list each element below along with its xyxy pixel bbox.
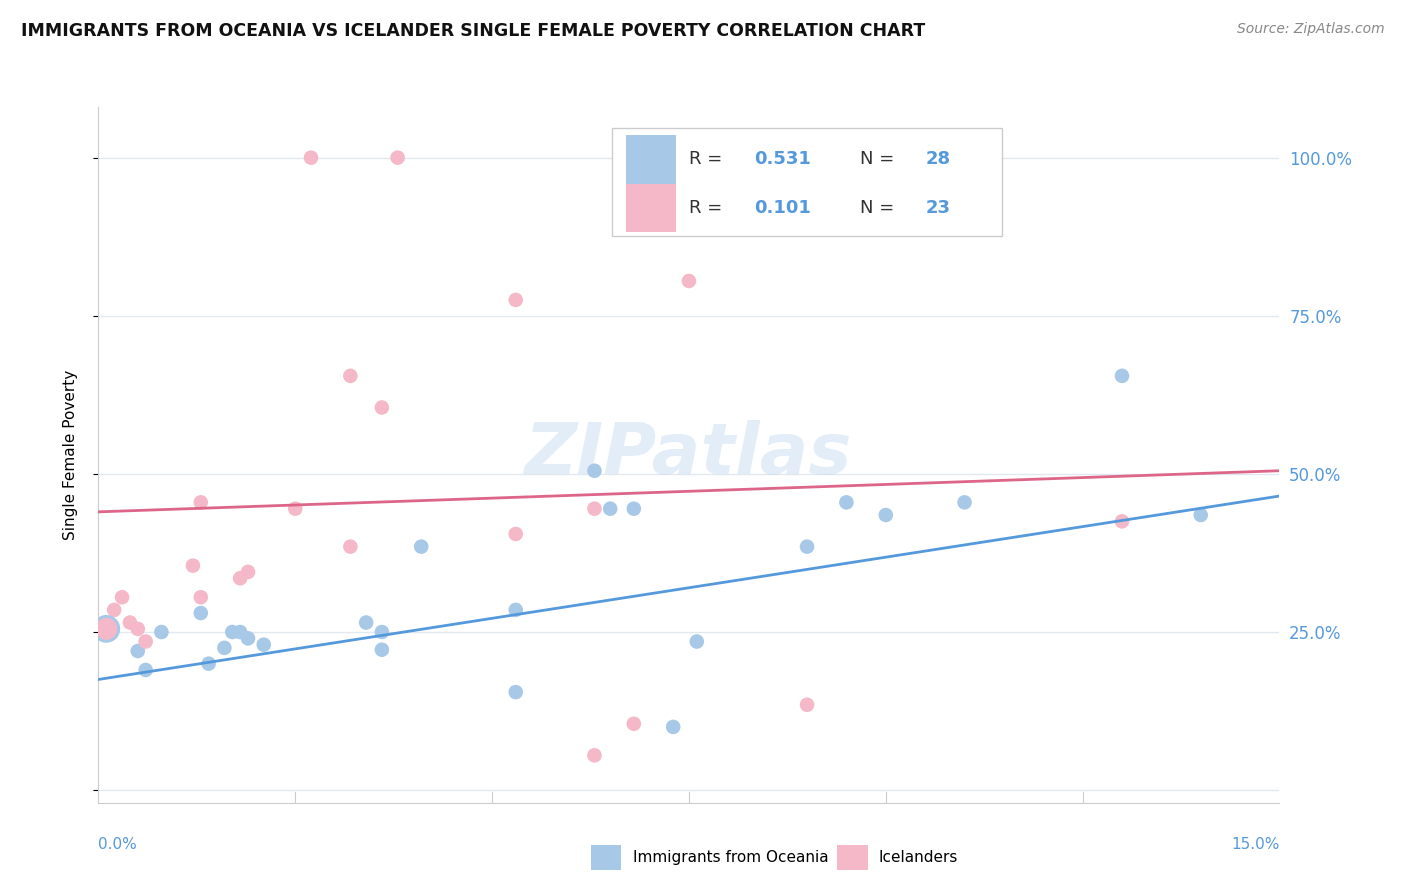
- Point: [236, 565, 259, 579]
- Text: R =: R =: [689, 150, 728, 169]
- Point: [796, 540, 818, 554]
- Point: [583, 464, 606, 478]
- Point: [835, 495, 858, 509]
- Point: [103, 603, 125, 617]
- Text: 0.531: 0.531: [754, 150, 811, 169]
- Text: Immigrants from Oceania: Immigrants from Oceania: [633, 850, 828, 864]
- Point: [127, 622, 149, 636]
- Point: [505, 293, 527, 307]
- Text: 23: 23: [925, 199, 950, 217]
- Point: [135, 634, 157, 648]
- Point: [96, 622, 118, 636]
- Y-axis label: Single Female Poverty: Single Female Poverty: [63, 370, 77, 540]
- Point: [662, 720, 685, 734]
- Text: N =: N =: [860, 199, 900, 217]
- Point: [371, 642, 394, 657]
- Point: [190, 606, 212, 620]
- FancyBboxPatch shape: [626, 135, 676, 184]
- Text: 15.0%: 15.0%: [1232, 837, 1279, 852]
- Point: [181, 558, 204, 573]
- Text: 0.101: 0.101: [754, 199, 811, 217]
- Text: IMMIGRANTS FROM OCEANIA VS ICELANDER SINGLE FEMALE POVERTY CORRELATION CHART: IMMIGRANTS FROM OCEANIA VS ICELANDER SIN…: [21, 22, 925, 40]
- Point: [135, 663, 157, 677]
- FancyBboxPatch shape: [612, 128, 1002, 235]
- Point: [875, 508, 897, 522]
- Point: [1111, 514, 1133, 528]
- Point: [623, 501, 645, 516]
- Point: [623, 716, 645, 731]
- Point: [796, 698, 818, 712]
- Point: [236, 632, 259, 646]
- Point: [214, 640, 236, 655]
- Text: N =: N =: [860, 150, 900, 169]
- Point: [229, 571, 252, 585]
- Point: [599, 501, 621, 516]
- Point: [505, 527, 527, 541]
- Point: [96, 622, 118, 636]
- Text: ZIPatlas: ZIPatlas: [526, 420, 852, 490]
- Point: [127, 644, 149, 658]
- Point: [411, 540, 433, 554]
- Point: [197, 657, 219, 671]
- Point: [387, 151, 409, 165]
- Point: [354, 615, 377, 630]
- Point: [111, 591, 134, 605]
- Point: [505, 603, 527, 617]
- Point: [339, 368, 361, 383]
- Point: [686, 634, 709, 648]
- Point: [953, 495, 976, 509]
- Point: [229, 625, 252, 640]
- Point: [221, 625, 243, 640]
- Point: [371, 401, 394, 415]
- Text: 28: 28: [925, 150, 950, 169]
- Point: [583, 501, 606, 516]
- Text: Source: ZipAtlas.com: Source: ZipAtlas.com: [1237, 22, 1385, 37]
- Point: [339, 540, 361, 554]
- Point: [1189, 508, 1212, 522]
- Point: [96, 622, 118, 636]
- Point: [150, 625, 173, 640]
- Point: [253, 638, 276, 652]
- Text: Icelanders: Icelanders: [879, 850, 957, 864]
- Point: [505, 685, 527, 699]
- Point: [583, 748, 606, 763]
- Text: 0.0%: 0.0%: [98, 837, 138, 852]
- FancyBboxPatch shape: [626, 184, 676, 232]
- Point: [190, 495, 212, 509]
- Point: [96, 622, 118, 636]
- Point: [190, 591, 212, 605]
- Point: [371, 625, 394, 640]
- Point: [678, 274, 700, 288]
- Point: [1111, 368, 1133, 383]
- Point: [284, 501, 307, 516]
- Text: R =: R =: [689, 199, 728, 217]
- Point: [299, 151, 322, 165]
- Point: [118, 615, 141, 630]
